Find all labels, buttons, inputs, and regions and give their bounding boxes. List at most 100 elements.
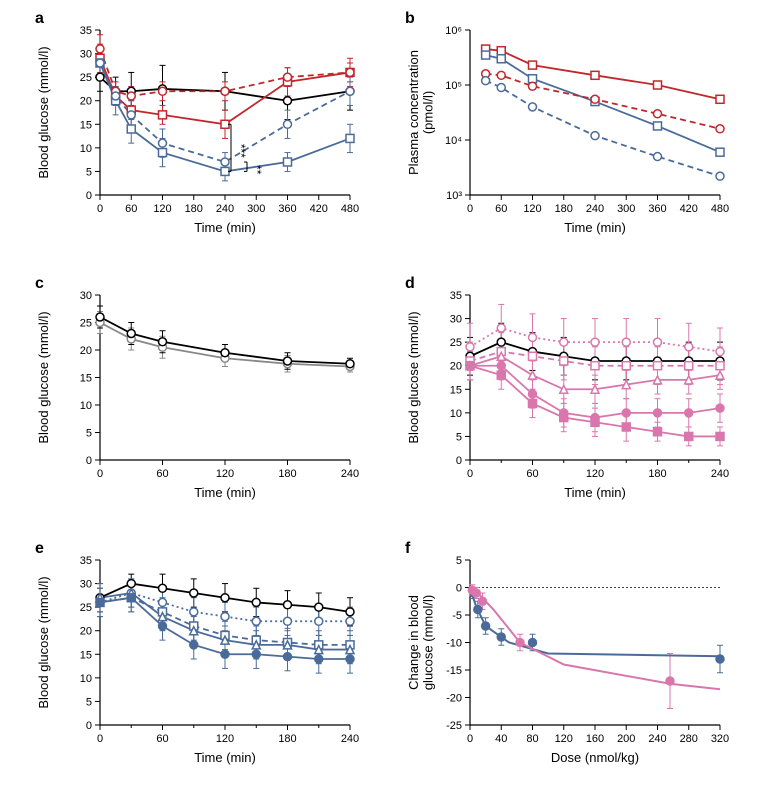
svg-text:Blood glucose (mmol/l): Blood glucose (mmol/l) (36, 311, 51, 443)
svg-text:0: 0 (86, 720, 92, 732)
svg-text:60: 60 (526, 468, 538, 480)
svg-text:20: 20 (80, 626, 92, 638)
svg-text:300: 300 (617, 203, 635, 215)
svg-text:10: 10 (80, 400, 92, 412)
svg-text:15: 15 (80, 373, 92, 385)
svg-text:120: 120 (216, 733, 234, 745)
svg-text:120: 120 (216, 468, 234, 480)
svg-text:35: 35 (80, 25, 92, 37)
panel-f: 0 40 80 120 160 200 240 280 320 -25 -20 -15 -10 -5 0 5 D… (400, 540, 730, 770)
svg-text:10⁶: 10⁶ (445, 25, 462, 37)
svg-text:360: 360 (648, 203, 666, 215)
svg-text:240: 240 (341, 468, 359, 480)
svg-text:30: 30 (80, 49, 92, 61)
svg-text:60: 60 (156, 468, 168, 480)
svg-text:280: 280 (680, 733, 698, 745)
svg-text:320: 320 (711, 733, 729, 745)
svg-text:120: 120 (586, 468, 604, 480)
panel-b: 06012018024030036042048010³10⁴10⁵10⁶Time… (400, 10, 730, 240)
svg-text:0: 0 (456, 583, 462, 595)
svg-text:***: *** (234, 144, 248, 158)
svg-text:0: 0 (86, 190, 92, 202)
panel-e: 06012018024005101520253035Time (min)Bloo… (30, 540, 360, 770)
svg-text:25: 25 (80, 318, 92, 330)
svg-text:0: 0 (97, 468, 103, 480)
svg-text:-15: -15 (446, 665, 462, 677)
svg-text:5: 5 (456, 555, 462, 567)
svg-text:240: 240 (648, 733, 666, 745)
svg-text:60: 60 (125, 203, 137, 215)
svg-text:Time (min): Time (min) (564, 220, 626, 235)
svg-text:420: 420 (310, 203, 328, 215)
svg-text:20: 20 (80, 345, 92, 357)
svg-text:-5: -5 (452, 610, 462, 622)
svg-text:Time (min): Time (min) (194, 485, 256, 500)
svg-text:30: 30 (80, 579, 92, 591)
svg-text:-10: -10 (446, 638, 462, 650)
svg-text:420: 420 (680, 203, 698, 215)
svg-text:5: 5 (86, 166, 92, 178)
svg-text:240: 240 (216, 203, 234, 215)
svg-text:5: 5 (86, 428, 92, 440)
svg-text:180: 180 (278, 468, 296, 480)
svg-text:200: 200 (617, 733, 635, 745)
svg-text:0: 0 (467, 468, 473, 480)
svg-text:300: 300 (247, 203, 265, 215)
svg-text:-20: -20 (446, 693, 462, 705)
svg-text:20: 20 (450, 361, 462, 373)
svg-text:0: 0 (467, 203, 473, 215)
svg-text:5: 5 (86, 696, 92, 708)
svg-text:10: 10 (450, 408, 462, 420)
svg-text:360: 360 (278, 203, 296, 215)
svg-text:Time (min): Time (min) (564, 485, 626, 500)
svg-text:Blood glucose (mmol/l): Blood glucose (mmol/l) (36, 576, 51, 708)
svg-text:40: 40 (495, 733, 507, 745)
svg-text:80: 80 (526, 733, 538, 745)
svg-text:180: 180 (185, 203, 203, 215)
panel-c: 0 60 120 180 240 0 5 10 15 20 25 30 Time (min) Blood … (30, 275, 360, 505)
svg-text:240: 240 (586, 203, 604, 215)
svg-text:Dose (nmol/kg): Dose (nmol/kg) (551, 750, 639, 765)
svg-text:240: 240 (711, 468, 729, 480)
svg-text:-25: -25 (446, 720, 462, 732)
svg-text:120: 120 (523, 203, 541, 215)
svg-text:10³: 10³ (446, 190, 462, 202)
svg-text:120: 120 (153, 203, 171, 215)
svg-text:180: 180 (278, 733, 296, 745)
panel-a: 06012018024030036042048005101520253035Ti… (30, 10, 360, 240)
svg-text:Time (min): Time (min) (194, 220, 256, 235)
svg-text:180: 180 (648, 468, 666, 480)
svg-text:15: 15 (450, 384, 462, 396)
svg-text:10: 10 (80, 143, 92, 155)
svg-text:Change in bloodglucose (mmol/l: Change in bloodglucose (mmol/l) (406, 595, 435, 690)
svg-text:25: 25 (450, 337, 462, 349)
svg-text:35: 35 (80, 555, 92, 567)
svg-text:120: 120 (555, 733, 573, 745)
svg-text:15: 15 (80, 649, 92, 661)
svg-text:0: 0 (97, 203, 103, 215)
svg-text:Plasma concentration(pmol/l): Plasma concentration(pmol/l) (406, 50, 435, 175)
svg-text:35: 35 (450, 290, 462, 302)
svg-text:15: 15 (80, 119, 92, 131)
svg-text:160: 160 (586, 733, 604, 745)
svg-text:20: 20 (80, 96, 92, 108)
svg-text:30: 30 (80, 290, 92, 302)
svg-text:25: 25 (80, 602, 92, 614)
svg-text:60: 60 (495, 203, 507, 215)
svg-text:240: 240 (341, 733, 359, 745)
svg-text:30: 30 (450, 314, 462, 326)
svg-text:0: 0 (456, 455, 462, 467)
svg-text:10: 10 (80, 673, 92, 685)
svg-text:0: 0 (97, 733, 103, 745)
svg-text:Blood glucose (mmol/l): Blood glucose (mmol/l) (36, 46, 51, 178)
svg-text:0: 0 (86, 455, 92, 467)
svg-text:Blood glucose (mmol/l): Blood glucose (mmol/l) (406, 311, 421, 443)
svg-text:10⁵: 10⁵ (445, 80, 462, 92)
svg-text:25: 25 (80, 72, 92, 84)
svg-text:0: 0 (467, 733, 473, 745)
panel-d: 0 60 120 180 240 0 5 10 15 20 25 30 35 Time (min) Bloo… (400, 275, 730, 505)
svg-text:480: 480 (711, 203, 729, 215)
svg-text:Time (min): Time (min) (194, 750, 256, 765)
svg-text:10⁴: 10⁴ (445, 135, 462, 147)
svg-text:5: 5 (456, 431, 462, 443)
